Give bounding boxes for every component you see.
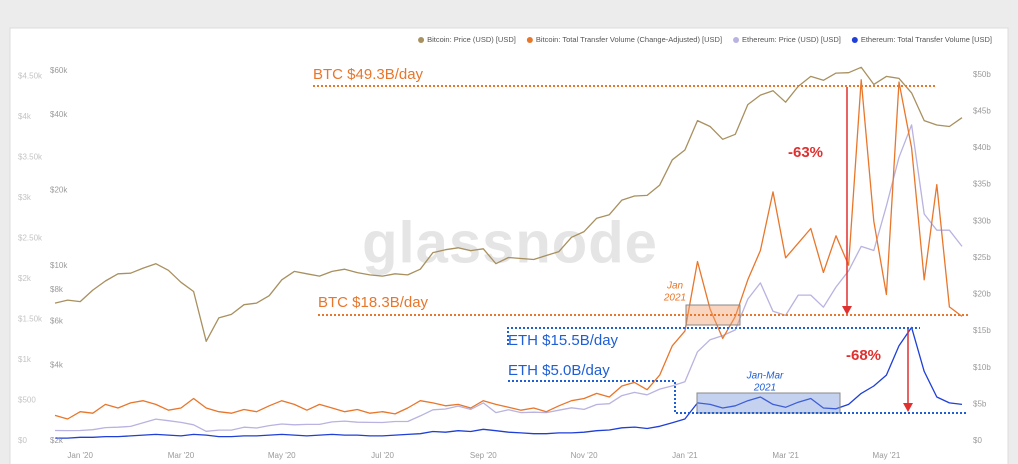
y2-tick-label: $30b [973, 216, 991, 225]
y3-tick-label: $2k [18, 274, 32, 283]
legend-label: Ethereum: Price (USD) [USD] [742, 35, 841, 44]
annotation: 2021 [753, 383, 776, 394]
x-tick-label: Mar '20 [168, 451, 195, 460]
annotation: Jan [666, 281, 684, 292]
y3-tick-label: $4.50k [18, 71, 43, 80]
annotations: BTC $49.3B/day BTC $18.3B/day ETH $15.5B… [313, 66, 968, 414]
y3-tick-label: $500 [18, 396, 36, 405]
legend-swatch [733, 37, 740, 43]
reference-line [508, 380, 968, 414]
annotation: -68% [846, 347, 881, 364]
series-layer [54, 66, 963, 439]
annotation: BTC $49.3B/day [313, 66, 424, 83]
y-tick-label: $20k [50, 186, 68, 195]
arrow-head [842, 306, 852, 315]
chart-panel [9, 27, 1009, 464]
annotation: ETH $15.5B/day [508, 332, 619, 349]
y3-tick-label: $1.50k [18, 315, 43, 324]
y-tick-label: $60k [50, 66, 68, 75]
x-tick-label: May '21 [873, 451, 901, 460]
legend-swatch [526, 37, 533, 43]
legend-label: Bitcoin: Price (USD) [USD] [427, 35, 516, 44]
y3-tick-label: $3k [18, 193, 32, 202]
y3-tick-label: $3.50k [18, 152, 43, 161]
series-line [55, 326, 963, 439]
watermark: glassnode [362, 210, 658, 275]
series-line [54, 79, 963, 420]
x-tick-label: May '20 [268, 451, 296, 460]
legend-item: Ethereum: Total Transfer Volume [USD] [851, 35, 992, 44]
y2-tick-label: $5b [973, 399, 987, 408]
annotation: BTC $18.3B/day [318, 294, 429, 311]
x-tick-label: Nov '20 [571, 451, 598, 460]
highlight-box [696, 392, 841, 414]
y2-tick-label: $0 [973, 436, 982, 445]
x-tick-label: Jul '20 [371, 451, 394, 460]
x-tick-label: Jan '21 [672, 451, 698, 460]
series-line [54, 66, 963, 342]
legend-item: Ethereum: Price (USD) [USD] [733, 35, 841, 44]
x-tick-label: Mar '21 [772, 451, 799, 460]
annotation: 2021 [663, 293, 686, 304]
legend-item: Bitcoin: Total Transfer Volume (Change-A… [526, 35, 722, 44]
y-tick-label: $8k [50, 285, 64, 294]
y3-tick-label: $2.50k [18, 233, 43, 242]
y2-tick-label: $15b [973, 326, 991, 335]
y3-tick-label: $4k [18, 112, 32, 121]
annotation: ETH $5.0B/day [508, 362, 610, 379]
legend-swatch [851, 37, 858, 43]
y2-tick-label: $10b [973, 363, 991, 372]
y2-tick-label: $50b [973, 70, 991, 79]
y2-tick-label: $20b [973, 290, 991, 299]
y-tick-label: $2k [50, 436, 64, 445]
annotation: Jan-Mar [746, 371, 784, 382]
arrow-head [903, 403, 913, 412]
legend-swatch [418, 37, 425, 43]
series-line [54, 124, 963, 432]
y2-tick-label: $40b [973, 143, 991, 152]
reference-line [507, 327, 920, 345]
y2-tick-label: $35b [973, 180, 991, 189]
y-tick-label: $10k [50, 261, 68, 270]
x-tick-label: Jan '20 [67, 451, 93, 460]
legend-item: Bitcoin: Price (USD) [USD] [418, 35, 516, 44]
y-tick-label: $6k [50, 317, 64, 326]
y3-tick-label: $0 [18, 436, 27, 445]
y3-tick-label: $1k [18, 355, 32, 364]
y2-tick-label: $45b [973, 106, 991, 115]
annotation: -63% [788, 144, 823, 161]
x-tick-label: Sep '20 [470, 451, 497, 460]
legend-label: Bitcoin: Total Transfer Volume (Change-A… [536, 35, 722, 44]
y-tick-label: $4k [50, 361, 64, 370]
y2-tick-label: $25b [973, 253, 991, 262]
legend-label: Ethereum: Total Transfer Volume [USD] [861, 35, 992, 44]
y-tick-label: $40k [50, 110, 68, 119]
